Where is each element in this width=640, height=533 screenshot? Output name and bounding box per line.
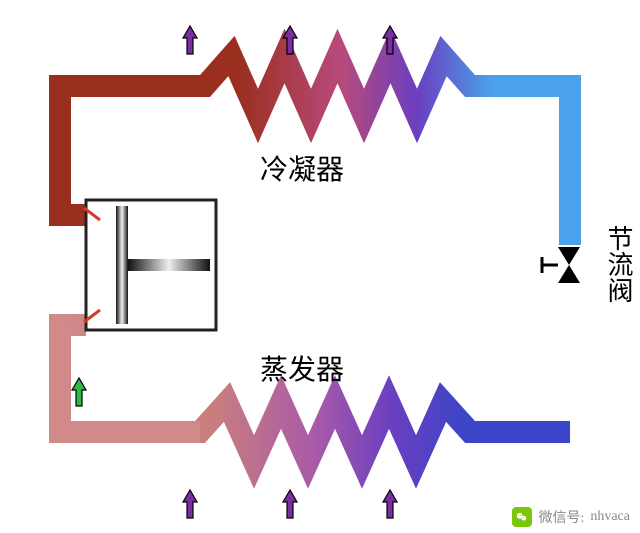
footer-prefix: 微信号: — [538, 507, 584, 527]
compressor — [84, 200, 216, 330]
wechat-icon — [512, 507, 532, 527]
expansion-valve-icon — [542, 245, 584, 285]
evaporator-label: 蒸发器 — [260, 348, 344, 388]
footer: 微信号: nhvaca — [512, 507, 630, 527]
diagram-stage: 冷凝器 蒸发器 节流阀 微信号: nhvaca — [0, 0, 640, 533]
condenser-label: 冷凝器 — [260, 148, 344, 188]
refrigeration-cycle-svg — [0, 0, 640, 533]
expansion-valve-label: 节流阀 — [600, 225, 637, 303]
footer-id: nhvaca — [590, 509, 630, 525]
